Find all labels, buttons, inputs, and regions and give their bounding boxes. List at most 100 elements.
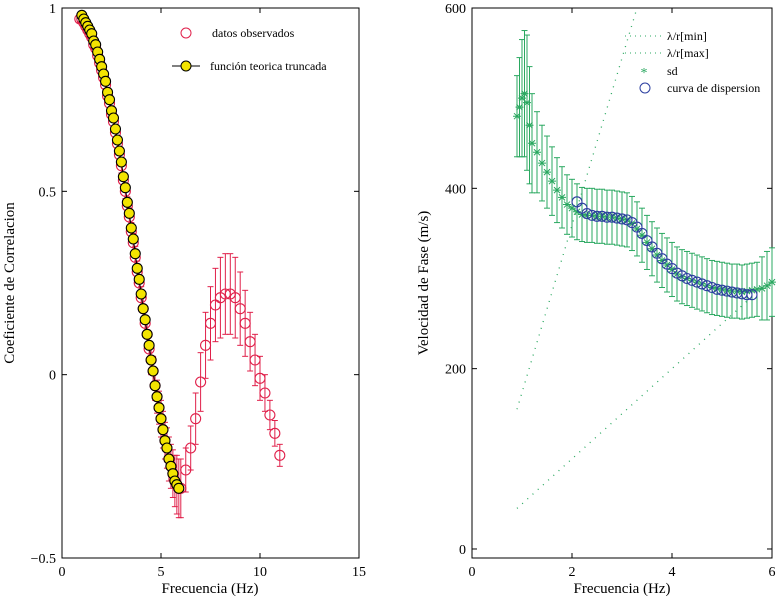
data-point	[155, 413, 167, 425]
data-point	[180, 464, 192, 476]
data-point	[648, 244, 656, 253]
data-point	[239, 317, 251, 329]
y-tick-label: −0.5	[31, 552, 56, 567]
data-point	[753, 285, 761, 294]
data-point	[264, 409, 276, 421]
series-1	[516, 278, 773, 509]
data-point	[244, 336, 256, 348]
legend: datos observados función teorica truncad…	[172, 26, 327, 73]
data-point	[643, 238, 651, 247]
data-point	[229, 292, 241, 304]
reference-line	[516, 278, 773, 509]
data-point	[701, 280, 713, 292]
data-point	[129, 248, 141, 260]
data-point	[681, 272, 693, 285]
y-tick-label: 0	[459, 543, 466, 558]
x-tick-label: 4	[669, 565, 676, 580]
data-point	[763, 281, 771, 290]
data-point	[558, 193, 566, 202]
data-point	[758, 284, 766, 293]
data-point	[533, 148, 541, 157]
data-point	[628, 219, 636, 228]
data-point	[141, 328, 153, 340]
data-point	[204, 317, 217, 329]
legend-label-dispersion: curva de dispersion	[667, 81, 760, 95]
data-point	[107, 112, 120, 124]
data-point	[254, 372, 266, 384]
x-tick-label: 0	[469, 565, 476, 580]
legend-label-lambda-min: λ/r[min]	[667, 29, 707, 43]
data-point	[573, 207, 581, 216]
data-point	[768, 278, 776, 287]
data-point	[513, 112, 521, 121]
legend-label-sd: sd	[667, 64, 678, 78]
y-tick-label: 0	[49, 369, 56, 384]
data-point	[563, 200, 571, 209]
series-1	[76, 9, 185, 494]
y-tick-label: 0.5	[39, 185, 57, 200]
data-point	[668, 265, 676, 274]
data-point	[633, 224, 641, 233]
data-point	[686, 274, 698, 286]
data-point	[139, 314, 151, 326]
data-point	[131, 262, 143, 274]
correlation-panel: 0 5 10 15−0.500.51 Frecuencia (Hz) Coeficie…	[2, 2, 366, 597]
data-point	[616, 213, 628, 225]
y-tick-label: 400	[445, 182, 466, 197]
data-point	[520, 89, 529, 98]
data-point	[658, 256, 666, 265]
data-point	[121, 196, 133, 208]
x-axis-label: Frecuencia (Hz)	[573, 581, 670, 597]
x-tick-label: 0	[59, 565, 66, 580]
data-point	[127, 233, 139, 245]
data-point	[274, 449, 286, 461]
data-point	[741, 289, 753, 301]
data-point	[581, 208, 593, 220]
data-point	[653, 251, 661, 260]
x-tick-label: 15	[352, 565, 366, 580]
data-point	[151, 391, 163, 403]
series-3	[571, 196, 758, 301]
data-point	[528, 139, 536, 148]
data-marks	[513, 7, 776, 509]
data-point	[145, 354, 157, 366]
data-point	[190, 413, 202, 425]
data-point	[269, 427, 281, 439]
legend-marker-dispersion	[639, 82, 651, 94]
data-point	[743, 287, 751, 296]
data-point	[568, 204, 576, 213]
data-point	[109, 123, 122, 135]
axis-ticks: 0 2 4 6 0 200 400 600	[445, 2, 776, 580]
data-point	[706, 281, 718, 294]
data-point	[103, 94, 116, 106]
legend-marker-sd: *	[641, 66, 648, 81]
legend-label-theory: función teorica truncada	[210, 59, 327, 73]
legend-marker-theory	[180, 60, 192, 72]
legend-label-lambda-max: λ/r[max]	[667, 46, 709, 60]
data-point	[100, 75, 112, 87]
axis-ticks: 0 5 10 15−0.500.51	[31, 2, 366, 580]
data-point	[234, 303, 246, 315]
y-axis-label: Velocidad de Fase (m/s)	[416, 211, 432, 356]
data-point	[133, 273, 145, 285]
data-point	[515, 103, 524, 112]
legend: λ/r[min] λ/r[max] * sd curva de dispersi…	[625, 29, 760, 95]
data-point	[185, 442, 197, 454]
legend-marker-observed	[180, 27, 192, 39]
data-point	[153, 402, 165, 414]
data-point	[553, 186, 561, 195]
data-point	[137, 303, 149, 315]
data-point	[115, 156, 127, 168]
data-point	[259, 387, 271, 399]
legend-label-observed: datos observados	[212, 26, 295, 40]
data-point	[548, 177, 556, 186]
data-point	[111, 134, 123, 146]
data-point	[147, 365, 159, 377]
data-point	[173, 482, 185, 494]
data-point	[149, 380, 161, 392]
data-point	[195, 376, 207, 388]
data-point	[113, 145, 125, 157]
data-point	[538, 159, 546, 168]
data-point	[525, 121, 534, 130]
